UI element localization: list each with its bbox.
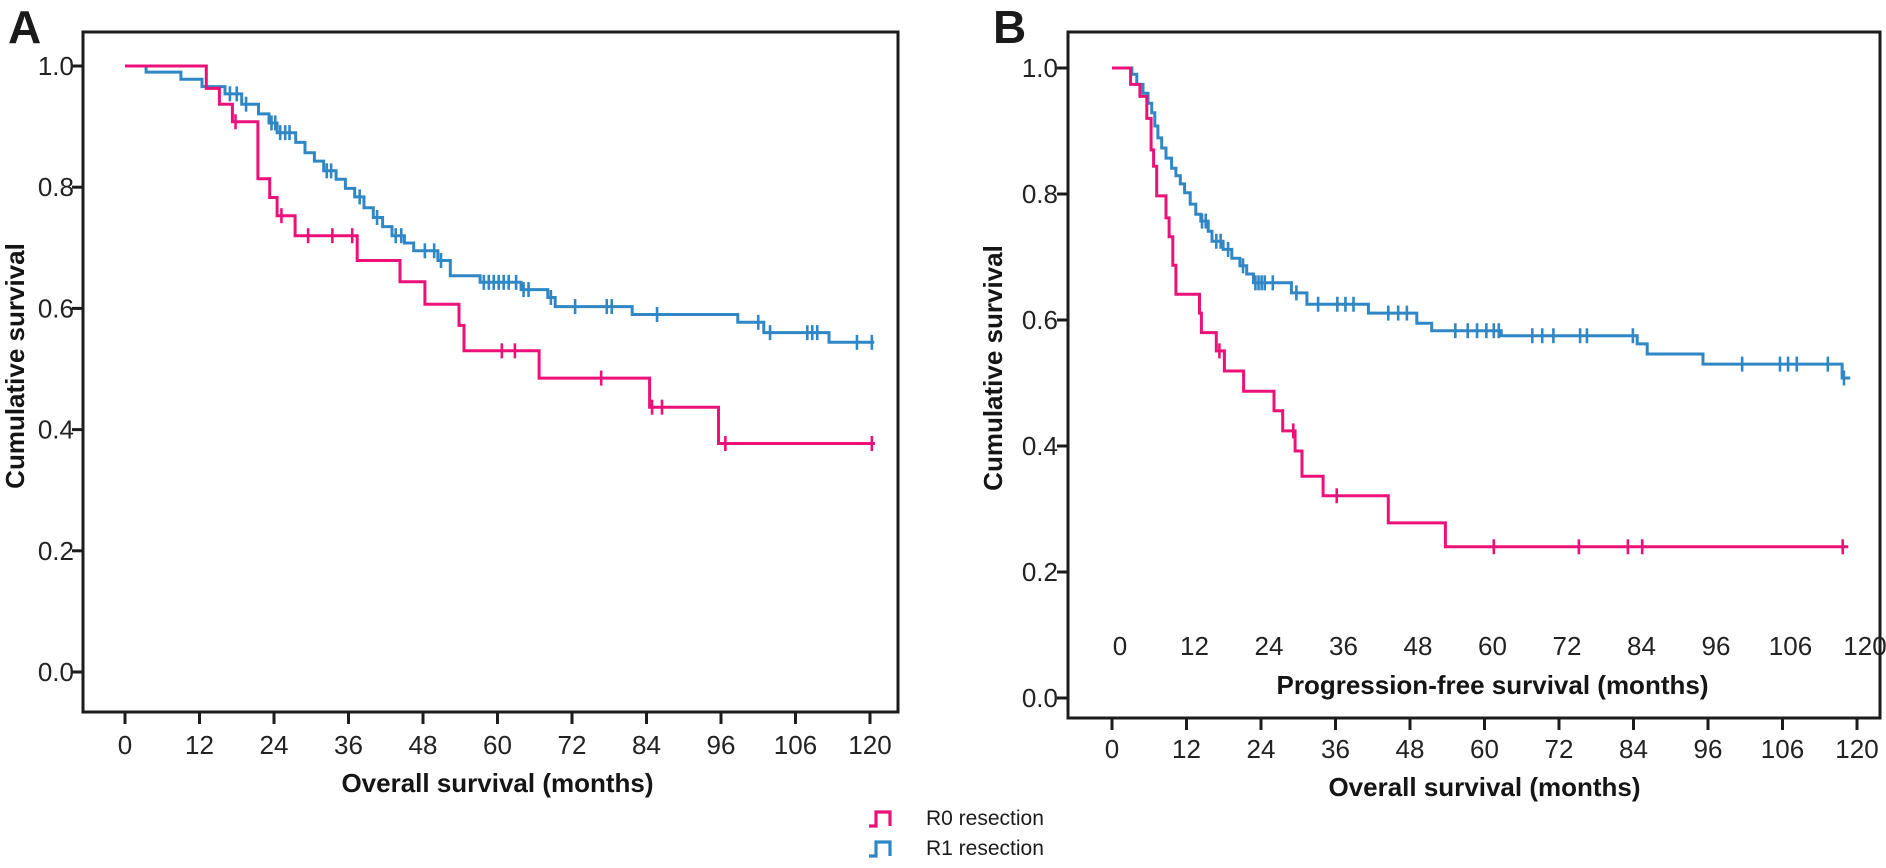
x-axis-label: Overall survival (months) [1328,772,1640,802]
x-tick-label: 60 [483,730,512,760]
x-tick-label: 96 [707,730,736,760]
inner-x-tick-label: 12 [1180,631,1209,661]
x-tick-label: 96 [1694,734,1723,764]
inner-x-tick-label: 72 [1553,631,1582,661]
x-tick-label: 84 [632,730,661,760]
x-tick-label: 84 [1619,734,1648,764]
y-axis-label: Cumulative survival [978,245,1008,491]
km-curve-r1 [1112,66,1851,380]
km-curve-r0 [1112,66,1849,549]
x-tick-label: 106 [774,730,817,760]
x-tick-label: 36 [334,730,363,760]
x-axis-label: Overall survival (months) [341,768,653,798]
y-tick-label: 0.6 [1022,305,1058,335]
x-tick-label: 72 [558,730,587,760]
km-curve-r0 [125,64,875,445]
inner-x-tick-label: 84 [1627,631,1656,661]
legend-item-r1: R1 resection [868,834,1044,864]
inner-x-tick-label: 0 [1113,631,1127,661]
x-tick-label: 24 [1247,734,1276,764]
panel-b-label: B [993,1,1027,53]
x-tick-label: 0 [1105,734,1119,764]
inner-x-tick-label: 96 [1702,631,1731,661]
r0-step-glyph [869,810,892,828]
x-tick-label: 120 [1835,734,1878,764]
y-axis-label: Cumulative survival [0,243,30,489]
y-tick-label: 0.6 [38,293,74,323]
y-tick-label: 0.2 [1022,557,1058,587]
y-tick-label: 0.4 [38,415,74,445]
legend-label-r1: R1 resection [926,837,1044,860]
y-tick-label: 0.0 [1022,683,1058,713]
x-tick-label: 48 [409,730,438,760]
x-tick-label: 12 [185,730,214,760]
inner-x-tick-label: 36 [1329,631,1358,661]
plot-box [81,30,900,714]
y-tick-label: 0.4 [1022,431,1058,461]
r1-step-glyph [869,840,892,858]
x-tick-label: 0 [118,730,132,760]
x-tick-label: 120 [848,730,891,760]
inner-x-tick-label: 60 [1478,631,1507,661]
x-tick-label: 60 [1470,734,1499,764]
x-tick-label: 106 [1761,734,1804,764]
plot-box [1066,30,1882,720]
r0-step-glyph-path [869,810,892,828]
panel-a-label: A [8,1,42,53]
inner-x-tick-label: 106 [1769,631,1812,661]
inner-x-tick-label: 48 [1404,631,1433,661]
legend-item-r0: R0 resection [868,804,1044,834]
y-tick-label: 0.8 [1022,179,1058,209]
y-tick-label: 0.8 [38,172,74,202]
inner-x-axis-label: Progression-free survival (months) [1276,670,1708,700]
y-tick-label: 1.0 [1022,53,1058,83]
inner-x-tick-label: 24 [1255,631,1284,661]
y-tick-label: 0.2 [38,536,74,566]
x-tick-label: 72 [1545,734,1574,764]
y-tick-label: 1.0 [38,51,74,81]
x-tick-label: 24 [260,730,289,760]
y-tick-label: 0.0 [38,657,74,687]
x-tick-label: 12 [1172,734,1201,764]
r1-step-glyph-path [869,840,892,858]
legend: R0 resection R1 resection [868,804,1044,864]
x-tick-label: 36 [1321,734,1350,764]
km-curve-r1 [125,64,875,344]
inner-x-tick-label: 120 [1843,631,1886,661]
legend-label-r0: R0 resection [926,807,1044,830]
x-tick-label: 48 [1396,734,1425,764]
